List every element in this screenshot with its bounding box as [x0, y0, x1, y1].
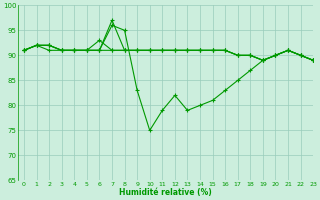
X-axis label: Humidité relative (%): Humidité relative (%): [119, 188, 212, 197]
